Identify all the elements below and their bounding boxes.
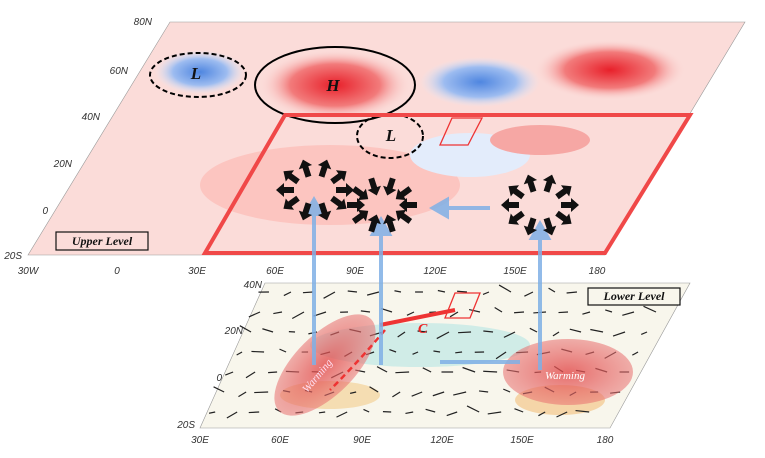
system-label: L	[190, 64, 201, 83]
lat-label: 40N	[244, 280, 263, 291]
lat-label: 0	[216, 373, 222, 384]
lon-label: 180	[597, 435, 614, 446]
lat-label: 20N	[224, 326, 244, 337]
wind-vector	[514, 312, 524, 313]
wind-vector	[254, 392, 268, 393]
panel-label: Upper Level	[72, 234, 133, 248]
lat-label: 20S	[3, 251, 22, 262]
wind-vector	[303, 292, 313, 293]
lon-label: 150E	[510, 435, 534, 446]
lon-label: 30E	[188, 266, 206, 277]
lat-label: 60N	[110, 66, 129, 77]
wind-vector	[455, 352, 462, 353]
lon-label: 150E	[503, 266, 527, 277]
warming-label: Warming	[545, 370, 585, 382]
anomaly	[535, 40, 685, 100]
lon-label: 90E	[346, 266, 364, 277]
lon-label: 120E	[430, 435, 454, 446]
panel-label: Lower Level	[603, 289, 666, 303]
wind-vector	[319, 412, 325, 413]
lon-label: 30W	[18, 266, 40, 277]
wind-vector	[457, 291, 467, 292]
lat-label: 40N	[82, 112, 101, 123]
wind-vector	[559, 312, 568, 313]
wind-vector	[458, 332, 471, 333]
wind-vector	[268, 372, 277, 373]
lon-label: 30E	[191, 435, 209, 446]
lower-panel: Warming Warming C Lower Level	[200, 283, 690, 432]
system-label: L	[385, 126, 396, 145]
anomaly	[420, 57, 540, 107]
lon-label: 0	[114, 266, 120, 277]
lon-label: 90E	[353, 435, 371, 446]
lat-label: 20N	[53, 159, 73, 170]
lat-label: 0	[42, 206, 48, 217]
wind-vector	[483, 371, 497, 372]
system-label: H	[325, 76, 340, 95]
lon-label: 120E	[423, 266, 447, 277]
anomaly	[490, 125, 590, 155]
wind-vector	[395, 372, 409, 373]
lon-label: 180	[589, 266, 606, 277]
circulation-label: C	[418, 322, 428, 337]
lat-label: 80N	[134, 17, 153, 28]
lon-label: 60E	[266, 266, 284, 277]
lon-label: 60E	[271, 435, 289, 446]
wind-vector	[249, 412, 259, 413]
lat-label: 20S	[176, 420, 195, 431]
wind-vector	[251, 351, 264, 352]
